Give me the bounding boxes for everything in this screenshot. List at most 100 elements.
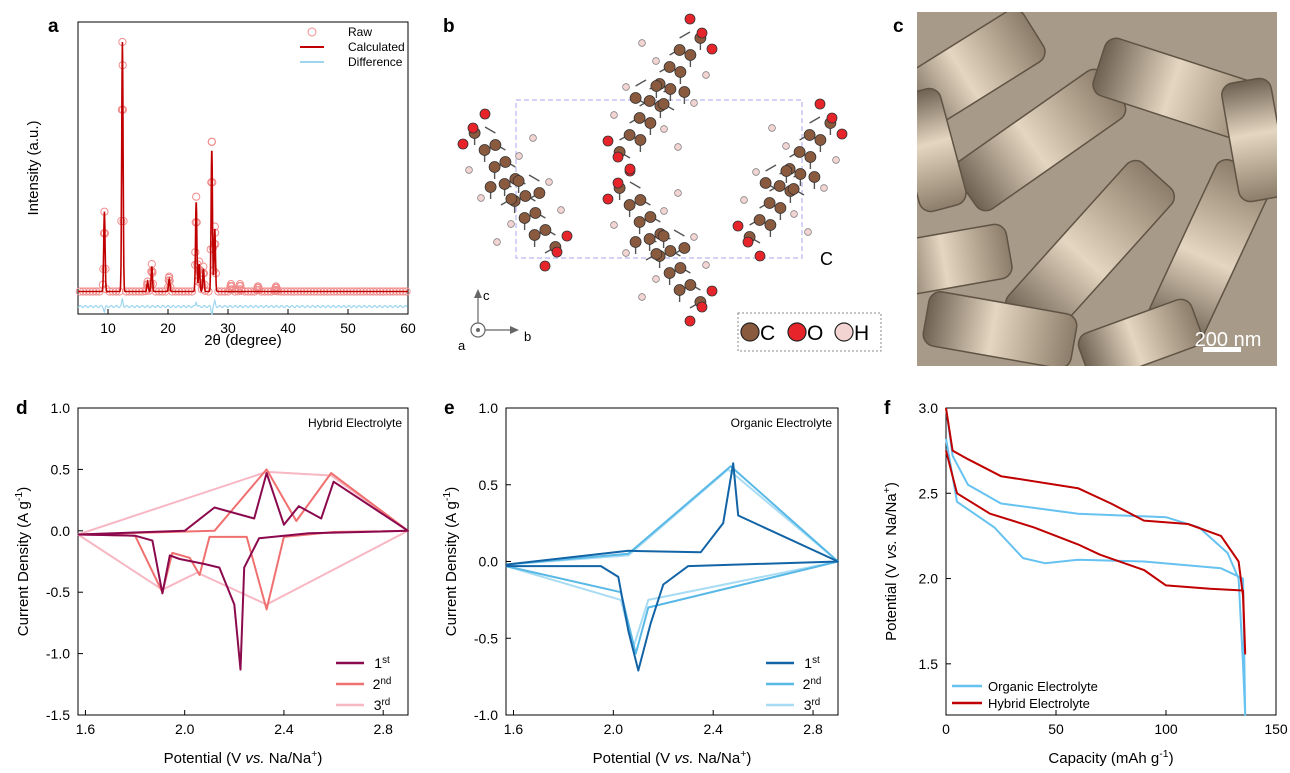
x-tick-label-a: 40 [280, 320, 296, 336]
hydrogen-atom [610, 221, 618, 229]
oxygen-atom [624, 163, 636, 175]
bond [679, 31, 691, 39]
carbon-atom [657, 98, 670, 110]
hydrogen-atom [477, 194, 485, 202]
scale-bar-label: 200 nm [1195, 329, 1262, 351]
axis-a-label: a [458, 338, 466, 353]
hydrogen-atom [507, 220, 515, 228]
carbon-atom [780, 165, 793, 177]
x-tick-label-d: 2.8 [373, 721, 393, 737]
oxygen-atom [696, 27, 708, 39]
carbon-atom [664, 83, 677, 95]
hydrogen-atom [622, 249, 630, 257]
plot-frame-a [77, 21, 409, 315]
hydrogen-atom [768, 124, 776, 132]
x-tick-label-e: 2.4 [703, 721, 723, 737]
y-axis-label-a: Intensity (a.u.) [25, 120, 42, 215]
hydrogen-atom [790, 210, 798, 218]
carbon-atom [499, 156, 512, 168]
hydrogen-atom [702, 261, 710, 269]
hydrogen-atom [820, 184, 828, 192]
hydrogen-atom [622, 83, 630, 91]
carbon-atom [684, 279, 697, 291]
carbon-atom [650, 80, 663, 92]
carbon-atom [518, 212, 531, 224]
raw-point [192, 192, 201, 201]
hydrogen-atom [660, 207, 668, 215]
carbon-atom [684, 49, 697, 61]
carbon-atom [678, 86, 691, 98]
scale-bar [1203, 347, 1241, 352]
carbon-atom [643, 95, 656, 107]
cv-curve-e-1st [505, 462, 839, 672]
carbon-atom [650, 248, 663, 260]
carbon-atom [484, 181, 497, 193]
legend-atom-label-C: C [760, 322, 775, 345]
carbon-atom [759, 177, 772, 189]
carbon-atom [774, 202, 787, 214]
y-tick-label-f: 1.5 [919, 656, 939, 672]
carbon-atom [488, 161, 501, 173]
y-tick-label-e: -1.0 [474, 707, 498, 723]
x-tick-label-f: 150 [1264, 721, 1288, 737]
oxygen-atom [732, 220, 744, 232]
x-tick-label-a: 60 [400, 320, 416, 336]
hydrogen-atom [638, 293, 646, 301]
y-tick-label-d: 1.0 [51, 400, 71, 416]
hydrogen-atom [465, 166, 473, 174]
oxygen-atom [826, 112, 838, 124]
hydrogen-atom [740, 196, 748, 204]
legend-label-calculated: Calculated [348, 40, 405, 54]
y-axis-label-d: Current Density (A g-1) [13, 487, 32, 636]
bond [765, 164, 777, 172]
y-tick-label-d: -1.5 [46, 707, 70, 723]
x-tick-label-a: 30 [220, 320, 236, 336]
carbon-atom [787, 183, 800, 195]
legend-label-e-1: 1st [804, 655, 820, 672]
carbon-atom [794, 168, 807, 180]
y-tick-label-d: -1.0 [46, 646, 70, 662]
oxygen-atom [754, 250, 766, 262]
x-axis-label-f: Capacity (mAh g-1) [1048, 748, 1173, 767]
y-axis-label-e: Current Density (A g-1) [441, 487, 460, 636]
raw-point [207, 137, 216, 146]
legend-atom-label-H: H [854, 322, 869, 345]
carbon-atom [623, 199, 636, 211]
y-tick-label-f: 2.5 [919, 485, 939, 501]
molecule-1 [457, 108, 573, 272]
hydrogen-atom [610, 111, 618, 119]
legend-label-f-0: Organic Electrolyte [988, 679, 1098, 694]
oxygen-atom [612, 151, 624, 163]
cv-curve-d-2nd [77, 468, 409, 611]
hydrogen-atom [674, 189, 682, 197]
carbon-atom [629, 236, 642, 248]
x-tick-label-a: 50 [340, 320, 356, 336]
hydrogen-atom [545, 178, 553, 186]
oxygen-atom [836, 128, 848, 140]
x-tick-label-a: 10 [100, 320, 116, 336]
molecule-4 [732, 98, 848, 262]
carbon-atom [533, 187, 546, 199]
hydrogen-atom [752, 168, 760, 176]
carbon-atom [678, 242, 691, 254]
y-tick-label-f: 2.0 [919, 571, 939, 587]
carbon-atom [623, 129, 636, 141]
nanorod [917, 87, 967, 213]
carbon-atom [793, 146, 806, 158]
y-axis-label-f: Potential (V vs. Na/Na+) [881, 482, 900, 641]
x-tick-label-f: 0 [942, 721, 950, 737]
molecule-2 [602, 13, 718, 177]
nanorod [922, 291, 1078, 366]
calculated-line [78, 41, 408, 293]
legend-marker-raw [307, 27, 317, 37]
oxygen-atom [742, 236, 754, 248]
carbon-atom [505, 193, 518, 205]
hydrogen-atom [832, 156, 840, 164]
legend-label-f-1: Hybrid Electrolyte [988, 696, 1090, 711]
x-axis-label-e: Potential (V vs. Na/Na+) [593, 748, 752, 767]
oxygen-atom [814, 98, 826, 110]
raw-point [255, 286, 264, 295]
gcd-curve-hybrid [945, 407, 1247, 655]
oxygen-atom [467, 122, 479, 134]
